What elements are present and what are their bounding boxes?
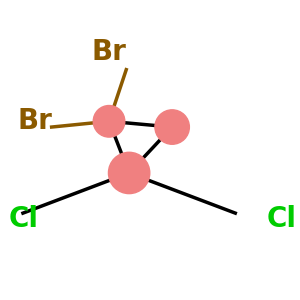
Circle shape [155, 110, 189, 144]
Text: Cl: Cl [267, 205, 297, 233]
Text: Br: Br [92, 38, 127, 66]
Circle shape [93, 106, 125, 137]
Text: Cl: Cl [9, 205, 39, 233]
Circle shape [109, 152, 150, 194]
Text: Br: Br [17, 107, 52, 135]
